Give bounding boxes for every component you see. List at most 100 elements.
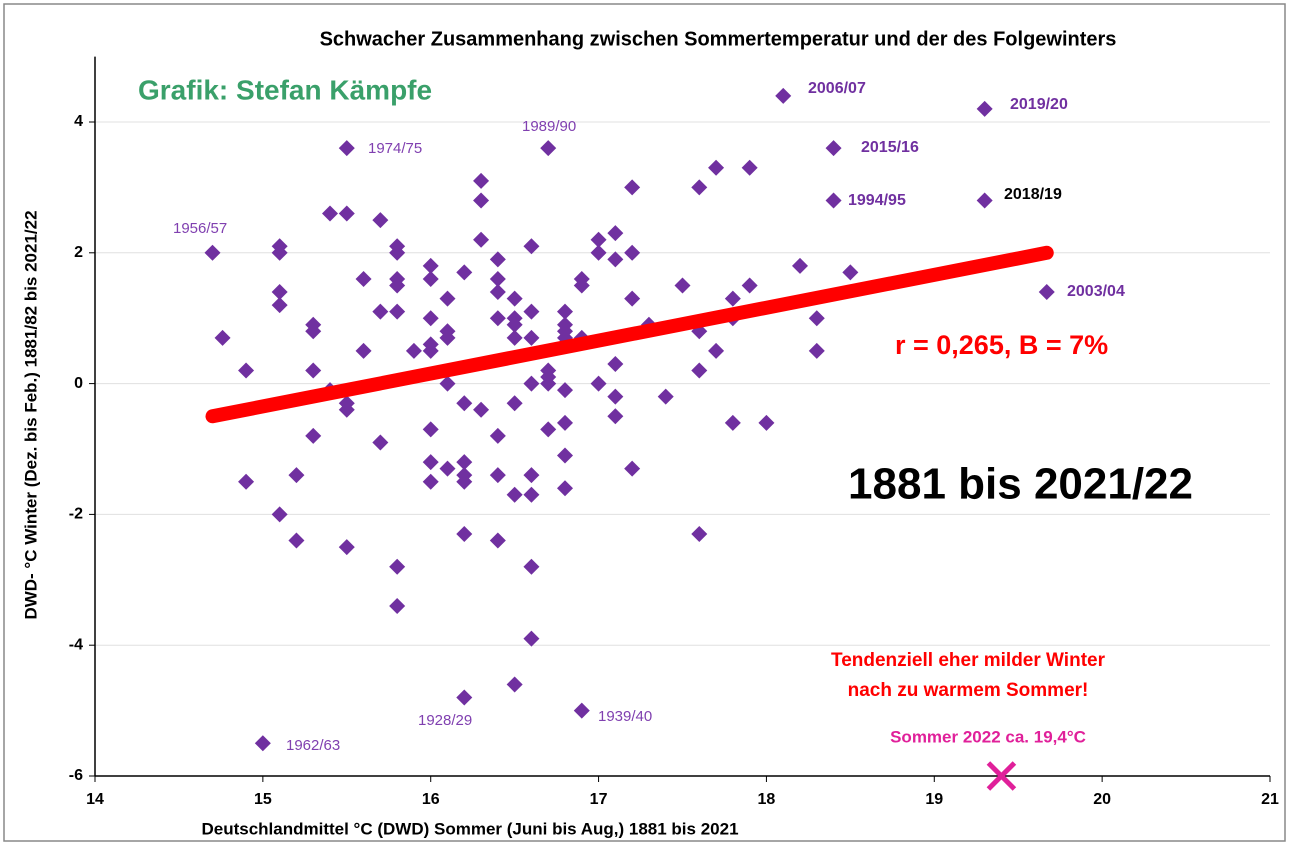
point xyxy=(825,140,842,157)
point xyxy=(422,270,439,287)
point xyxy=(288,532,305,549)
point xyxy=(338,539,355,556)
point xyxy=(238,473,255,490)
annotation: 1962/63 xyxy=(286,737,340,754)
point xyxy=(271,244,288,261)
point xyxy=(523,630,540,647)
point xyxy=(489,467,506,484)
chart-title: Schwacher Zusammenhang zwischen Sommerte… xyxy=(320,28,1117,50)
point xyxy=(557,303,573,320)
point xyxy=(489,310,506,327)
point xyxy=(741,277,758,294)
point xyxy=(573,277,590,294)
point xyxy=(758,414,775,431)
point xyxy=(523,375,540,392)
point xyxy=(691,526,708,543)
point xyxy=(254,735,271,752)
point xyxy=(422,342,439,359)
annotation: Grafik: Stefan Kämpfe xyxy=(138,74,432,105)
point xyxy=(624,460,641,477)
annotation: 1939/40 xyxy=(598,708,652,725)
annotation: 2018/19 xyxy=(1004,186,1062,203)
point xyxy=(607,388,624,405)
point xyxy=(422,257,439,274)
point xyxy=(439,290,456,307)
x-tick-label: 21 xyxy=(1261,791,1279,808)
annotation: 2003/04 xyxy=(1067,283,1125,300)
point xyxy=(389,277,406,294)
point xyxy=(792,257,808,274)
point xyxy=(338,140,355,157)
point xyxy=(590,231,607,248)
point xyxy=(708,159,725,176)
point xyxy=(338,205,355,222)
highlight-marker xyxy=(986,761,1017,791)
x-tick-label: 19 xyxy=(925,791,943,808)
point xyxy=(422,421,439,438)
point xyxy=(691,362,708,379)
point xyxy=(624,290,641,307)
x-tick-label: 18 xyxy=(758,791,776,808)
point xyxy=(976,192,993,209)
point xyxy=(741,159,758,176)
point xyxy=(842,264,859,281)
y-tick-label: -4 xyxy=(69,636,83,653)
point xyxy=(540,140,557,157)
point xyxy=(489,251,506,268)
point xyxy=(825,192,842,209)
point xyxy=(456,526,473,543)
point xyxy=(808,342,825,359)
point xyxy=(557,382,573,399)
y-tick-label: 0 xyxy=(74,375,83,392)
point xyxy=(271,297,288,314)
point xyxy=(506,329,523,346)
point xyxy=(523,329,540,346)
point xyxy=(506,316,523,333)
point xyxy=(456,454,473,471)
point xyxy=(305,323,322,340)
x-tick-label: 14 xyxy=(86,791,104,808)
point xyxy=(489,532,506,549)
point xyxy=(590,244,607,261)
point xyxy=(372,303,389,320)
point xyxy=(657,388,674,405)
y-tick-label: -6 xyxy=(69,767,83,784)
chart-frame xyxy=(3,3,1286,842)
point xyxy=(607,408,624,425)
annotation: Tendenziell eher milder Winter xyxy=(831,650,1106,671)
x-tick-label: 15 xyxy=(254,791,272,808)
point xyxy=(607,225,624,242)
point xyxy=(775,87,792,104)
point xyxy=(523,486,540,503)
point xyxy=(322,205,338,222)
point xyxy=(456,264,473,281)
point xyxy=(489,270,506,287)
point xyxy=(288,467,305,484)
point xyxy=(523,558,540,575)
point xyxy=(305,427,322,444)
point xyxy=(389,597,406,614)
point xyxy=(607,251,624,268)
y-tick-label: 2 xyxy=(74,244,83,261)
point xyxy=(557,447,573,464)
point xyxy=(557,414,573,431)
point xyxy=(674,277,691,294)
point xyxy=(724,414,741,431)
y-axis-label: DWD- °C Winter (Dez. bis Feb.) 1881/82 b… xyxy=(21,210,40,619)
point xyxy=(607,355,624,372)
point xyxy=(338,401,355,418)
point xyxy=(422,454,439,471)
point xyxy=(204,244,221,261)
point xyxy=(489,284,506,301)
point xyxy=(405,342,422,359)
trend-line xyxy=(205,245,1054,424)
point xyxy=(557,480,573,497)
point xyxy=(389,558,406,575)
point xyxy=(523,467,540,484)
annotation: 1989/90 xyxy=(522,118,576,135)
point xyxy=(355,270,372,287)
point xyxy=(473,401,490,418)
point xyxy=(624,179,641,196)
point xyxy=(456,473,473,490)
